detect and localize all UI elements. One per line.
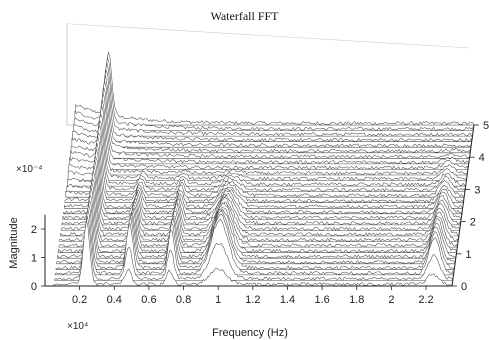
- x-tick-label: 0.6: [141, 294, 156, 306]
- chart-labels: 0.2 0.4 0.6 0.8 1 1.2 1.4 1.6 1.8 2 2.2 0 1 2 0 1 2 3 4 5 Fr…: [8, 120, 489, 339]
- x-tick-label: 2.2: [418, 294, 433, 306]
- spectrum-slice: [64, 142, 463, 209]
- spectrum-slice: [63, 148, 463, 215]
- y-exponent-label: ×10⁻⁴: [16, 164, 43, 175]
- spectrum-slice: [53, 219, 453, 287]
- depth-tick-label: 3: [474, 184, 480, 196]
- spectrum-slice: [60, 165, 460, 231]
- x-tick-label: 2: [388, 294, 394, 306]
- spectrum-slice: [70, 87, 470, 159]
- y-tick-label: 2: [31, 224, 37, 236]
- spectrum-slice: [67, 113, 467, 181]
- spectrum-slice: [59, 178, 459, 242]
- spectrum-slice: [61, 159, 461, 226]
- spectrum-slice: [56, 200, 456, 265]
- spectrum-slice: [65, 132, 465, 198]
- y-axis-label: Magnitude: [8, 217, 20, 268]
- spectrum-slice: [54, 209, 454, 276]
- spectrum-slice: [55, 204, 455, 270]
- x-tick-label: 0.4: [107, 294, 122, 306]
- back-top-edge: [66, 23, 471, 49]
- depth-tick-label: 5: [483, 120, 489, 132]
- x-exponent-label: ×10⁴: [67, 321, 88, 332]
- spectrum-slice: [57, 195, 457, 259]
- depth-tick-label: 2: [470, 217, 476, 229]
- x-axis-label: Frequency (Hz): [212, 327, 288, 339]
- spectrum-slice: [67, 120, 466, 187]
- spectrum-slice: [64, 136, 464, 203]
- spectrum-slice: [71, 81, 471, 154]
- chart-axes: [41, 124, 479, 290]
- x-tick-label: 1.6: [314, 294, 329, 306]
- depth-axis-line: [451, 124, 475, 287]
- spectrum-slice: [68, 105, 468, 176]
- x-tick-label: 1.2: [245, 294, 260, 306]
- x-tick-label: 1.8: [349, 294, 364, 306]
- x-tick-label: 1: [215, 294, 221, 306]
- y-tick-label: 1: [31, 253, 37, 265]
- spectrum-slice: [66, 124, 466, 192]
- x-tick-label: 1.4: [280, 294, 295, 306]
- depth-tick-label: 1: [465, 249, 471, 261]
- spectrum-slice: [69, 99, 469, 170]
- waterfall-slices: [53, 51, 475, 287]
- depth-tick-label: 4: [479, 152, 485, 164]
- chart-title: Waterfall FFT: [210, 9, 279, 23]
- spectrum-slice: [58, 182, 458, 248]
- spectrum-slice: [70, 92, 469, 165]
- spectrum-slice: [60, 170, 460, 237]
- spectrum-slice: [72, 74, 472, 148]
- spectrum-slice: [57, 186, 457, 253]
- spectrum-slice: [73, 62, 473, 137]
- spectrum-slice: [62, 156, 462, 220]
- depth-tick-label: 0: [461, 281, 467, 293]
- y-tick-label: 0: [31, 281, 37, 293]
- spectrum-slice: [73, 69, 472, 142]
- x-tick-label: 0.2: [72, 294, 87, 306]
- spectrum-slice: [54, 216, 454, 281]
- spectrum-slice: [75, 51, 475, 126]
- spectrum-slice: [74, 57, 474, 131]
- x-tick-label: 0.8: [176, 294, 191, 306]
